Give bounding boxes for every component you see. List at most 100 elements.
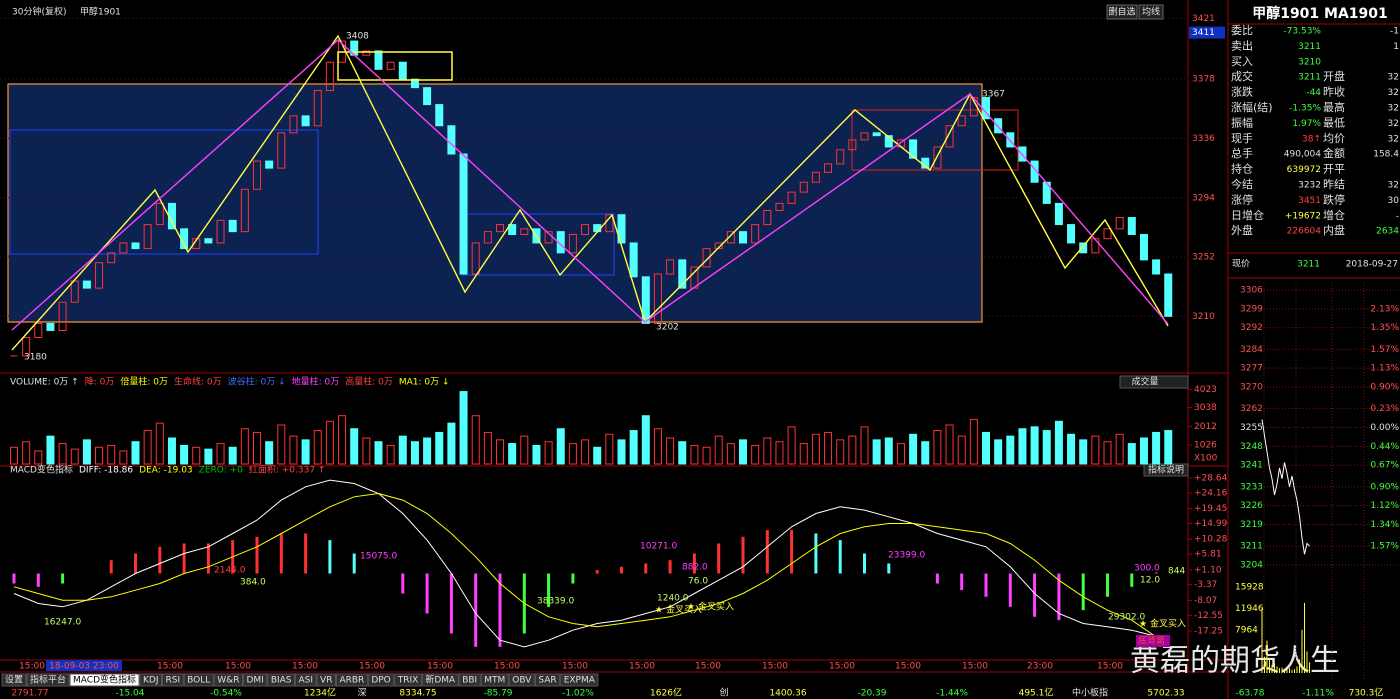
tab-label[interactable]: DMI <box>246 676 263 686</box>
macd-annotation: 10271.0 <box>640 542 677 552</box>
button[interactable] <box>1138 4 1164 20</box>
tab[interactable]: BBI <box>458 673 481 687</box>
quote-label: 总手 <box>1231 146 1253 160</box>
tab[interactable]: MTM <box>480 673 509 687</box>
x-tick-label: 23:00 <box>1027 662 1053 672</box>
tab-label[interactable]: DPO <box>371 676 390 686</box>
current-price-box <box>1189 26 1225 39</box>
tab-label[interactable]: 设置 <box>5 675 23 686</box>
tab-bg[interactable] <box>295 673 317 687</box>
x-tick-label: 15:00 <box>629 662 655 672</box>
tab-label[interactable]: 新DMA <box>425 674 456 686</box>
quote-label: 均价 <box>1323 132 1345 145</box>
tab-bg[interactable] <box>394 673 422 687</box>
tab-label[interactable]: ASI <box>299 676 314 686</box>
tab-label[interactable]: RSI <box>166 676 181 686</box>
tab-label[interactable]: MACD变色指标 <box>73 674 136 686</box>
tab[interactable]: BIAS <box>267 673 296 687</box>
tab-bg[interactable] <box>335 673 368 687</box>
tab[interactable]: TRIX <box>394 673 422 687</box>
tab-bg[interactable] <box>1 673 27 687</box>
tab[interactable]: OBV <box>508 673 535 687</box>
tab-label[interactable]: ARBR <box>339 676 364 686</box>
volume-bar <box>277 424 286 465</box>
tab[interactable]: ARBR <box>335 673 368 687</box>
quote-title: 甲醇1901 MA1901 <box>1252 5 1388 22</box>
tab-bg[interactable] <box>534 673 561 687</box>
tab-bg[interactable] <box>367 673 395 687</box>
tab-bg[interactable] <box>26 673 70 687</box>
volume-bar <box>1018 428 1027 465</box>
tab-bg[interactable] <box>162 673 184 687</box>
tab-bg[interactable] <box>480 673 509 687</box>
macd-annotation: 15075.0 <box>360 552 397 562</box>
tab-label[interactable]: OBV <box>512 676 532 686</box>
candle <box>787 191 796 204</box>
tab[interactable]: RSI <box>162 673 184 687</box>
tab-label[interactable]: SAR <box>538 676 556 686</box>
tab-bg[interactable] <box>458 673 481 687</box>
tab-bg[interactable] <box>560 673 599 687</box>
tab-bg[interactable] <box>316 673 336 687</box>
quote-label: 金额 <box>1323 146 1345 160</box>
ticker-item: -15.04 <box>115 689 144 699</box>
candle <box>872 132 881 137</box>
tab[interactable]: 新DMA <box>421 673 459 687</box>
tab-bg[interactable] <box>69 673 140 687</box>
quote-value: 32 <box>1388 134 1399 144</box>
quote-label: 昨收 <box>1323 85 1345 99</box>
tab[interactable]: VR <box>316 673 336 687</box>
dropdown[interactable] <box>1119 375 1189 389</box>
volume-bar <box>763 437 772 465</box>
tab-bg[interactable] <box>421 673 459 687</box>
tab-label[interactable]: BBI <box>462 676 477 686</box>
legend-item: MA1: 0万 ↓ <box>399 378 450 388</box>
tab-bg[interactable] <box>242 673 268 687</box>
quote-label: 今结 <box>1231 177 1253 191</box>
tab-bg[interactable] <box>139 673 163 687</box>
tab[interactable]: 指标平台 <box>26 673 70 687</box>
tab[interactable]: EXPMA <box>560 673 599 687</box>
star-icon: ★ <box>687 603 695 613</box>
tab[interactable]: MACD变色指标 <box>69 673 140 687</box>
tab-label[interactable]: BOLL <box>187 676 210 686</box>
tab[interactable]: KDJ <box>139 673 163 687</box>
tab[interactable]: 设置 <box>1 673 27 687</box>
tab-bg[interactable] <box>213 673 243 687</box>
tab-label[interactable]: 指标平台 <box>30 674 66 686</box>
tab-label[interactable]: KDJ <box>143 676 159 686</box>
button-label[interactable]: 均线 <box>1142 6 1160 18</box>
tab-label[interactable]: W&R <box>217 676 239 686</box>
unit-label: X100 <box>1194 454 1218 464</box>
tab-label[interactable]: BIAS <box>271 676 292 686</box>
tab-bg[interactable] <box>508 673 535 687</box>
tab-bg[interactable] <box>267 673 296 687</box>
tab-label[interactable]: TRIX <box>397 676 419 686</box>
ticker-item: -63.78 <box>1235 689 1264 699</box>
tab[interactable]: DMI <box>242 673 268 687</box>
button-label[interactable]: 指标说明 <box>1148 464 1184 476</box>
quote-label: 开平 <box>1323 163 1345 176</box>
quote-label: 昨结 <box>1323 178 1345 191</box>
tab-bg[interactable] <box>183 673 214 687</box>
candle <box>884 135 893 148</box>
tab[interactable]: BOLL <box>183 673 214 687</box>
volume-bar <box>423 437 432 465</box>
tab-label[interactable]: MTM <box>484 676 505 686</box>
dropdown-label[interactable]: 成交量 <box>1131 376 1158 388</box>
volume-bar <box>1139 437 1148 465</box>
pct-label: 0.23% <box>1370 404 1399 414</box>
tab-label[interactable]: EXPMA <box>564 676 596 686</box>
button-label[interactable]: 删自选 <box>1108 6 1135 18</box>
ticker-item: 495.1亿 <box>1019 687 1054 699</box>
tab[interactable]: SAR <box>534 673 561 687</box>
tab[interactable]: DPO <box>367 673 395 687</box>
volume-bar <box>836 439 845 465</box>
button[interactable] <box>1106 4 1138 20</box>
diff-line <box>13 479 1157 648</box>
tab[interactable]: W&R <box>213 673 243 687</box>
volume-bar <box>726 443 735 465</box>
tab[interactable]: ASI <box>295 673 317 687</box>
x-tick-label: 18-09-03 23:00 <box>49 662 119 672</box>
tab-label[interactable]: VR <box>320 676 332 686</box>
